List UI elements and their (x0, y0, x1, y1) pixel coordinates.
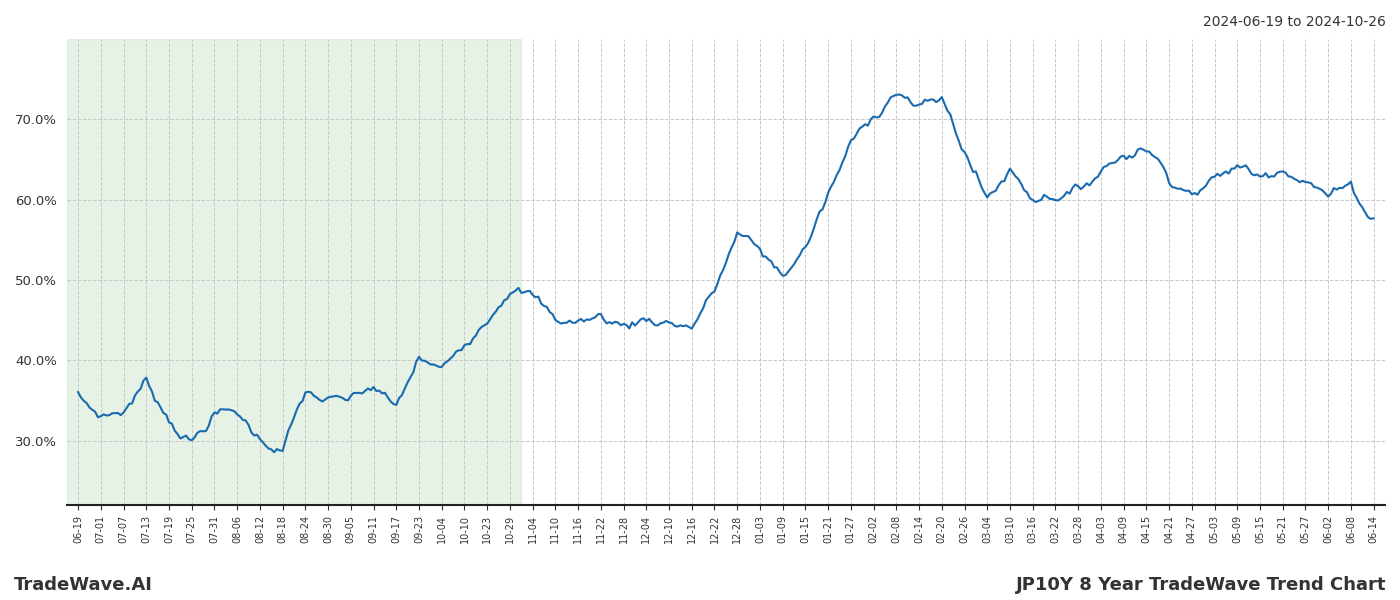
Text: 2024-06-19 to 2024-10-26: 2024-06-19 to 2024-10-26 (1203, 15, 1386, 29)
Text: TradeWave.AI: TradeWave.AI (14, 576, 153, 594)
Text: JP10Y 8 Year TradeWave Trend Chart: JP10Y 8 Year TradeWave Trend Chart (1015, 576, 1386, 594)
Bar (67, 39, 521, 505)
